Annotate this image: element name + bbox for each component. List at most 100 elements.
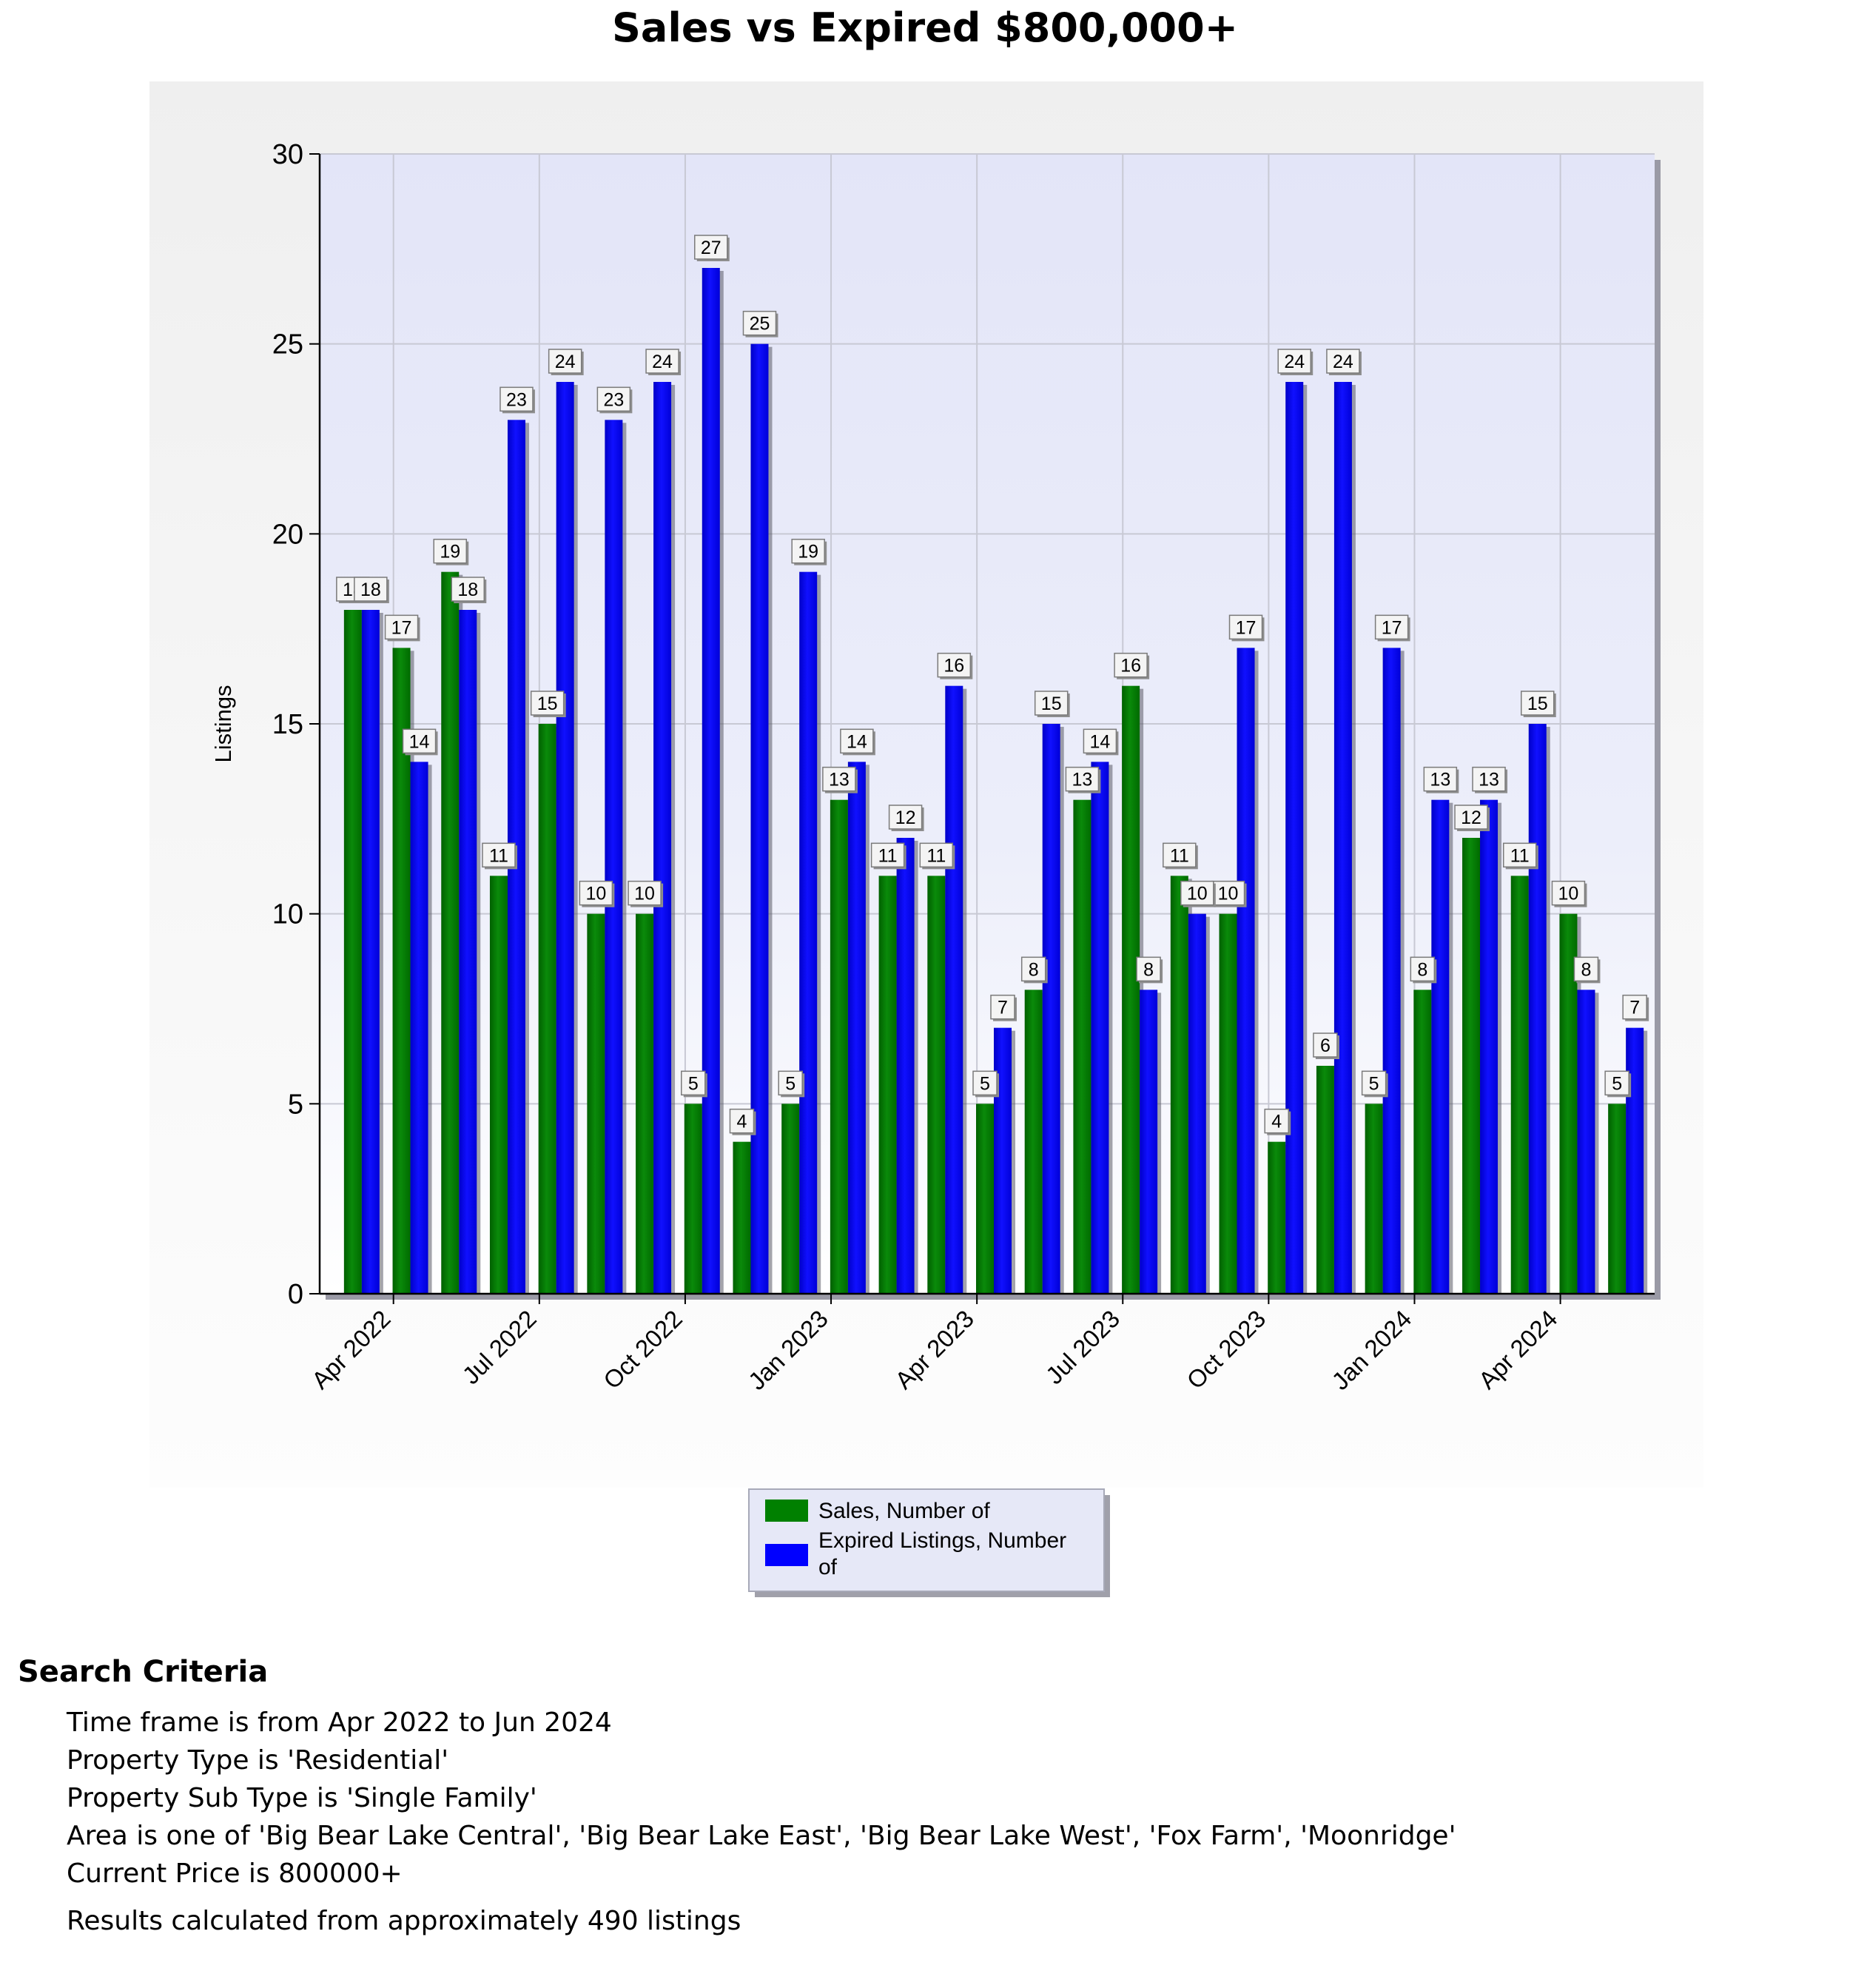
data-label-box xyxy=(1604,1070,1629,1096)
data-label-expired: 14 xyxy=(1090,731,1111,752)
bar-sales xyxy=(878,876,897,1294)
legend-label-expired: Expired Listings, Number of xyxy=(818,1528,1073,1579)
bar-sales xyxy=(1122,685,1140,1294)
bar-sales xyxy=(927,876,946,1294)
legend: Sales, Number of Expired Listings, Numbe… xyxy=(748,1488,1110,1597)
data-label-box xyxy=(990,994,1015,1020)
data-label-box xyxy=(888,805,923,830)
data-label-expired: 23 xyxy=(603,389,624,410)
data-label-sales: 5 xyxy=(688,1073,699,1094)
bar-sales xyxy=(392,648,411,1294)
data-label-expired: 12 xyxy=(895,807,916,828)
results-note: Results calculated from approximately 49… xyxy=(67,1906,741,1936)
bar-sales xyxy=(976,1104,994,1294)
bar-expired xyxy=(1091,762,1109,1294)
criteria-property-type: Property Type is 'Residential' xyxy=(67,1745,449,1776)
y-axis-title: Listings xyxy=(210,685,236,762)
data-label-expired: 7 xyxy=(998,998,1008,1018)
data-label-box xyxy=(1211,880,1245,906)
data-label-box xyxy=(1454,805,1488,830)
criteria-area: Area is one of 'Big Bear Lake Central', … xyxy=(67,1821,1456,1851)
data-label-box xyxy=(729,1108,755,1134)
bar-sales xyxy=(1510,876,1529,1294)
data-label-sales: 11 xyxy=(1170,845,1189,866)
data-label-sales: 11 xyxy=(926,845,946,866)
bar-expired xyxy=(1140,990,1158,1294)
data-label-box xyxy=(402,728,437,754)
data-label-box xyxy=(1502,842,1537,868)
data-label-box xyxy=(384,614,419,640)
y-tick-label: 5 xyxy=(288,1089,303,1120)
data-label-sales: 13 xyxy=(829,770,850,790)
data-label-box xyxy=(972,1070,998,1096)
data-label-sales: 4 xyxy=(737,1112,747,1132)
data-label-sales: 5 xyxy=(785,1073,796,1094)
data-label-expired: 17 xyxy=(1236,617,1257,638)
data-label-box xyxy=(596,386,631,412)
data-label-box xyxy=(500,386,534,412)
bar-expired xyxy=(556,382,574,1294)
criteria-time-frame: Time frame is from Apr 2022 to Jun 2024 xyxy=(67,1707,612,1738)
data-label-box xyxy=(791,538,825,564)
data-label-box xyxy=(1313,1032,1338,1058)
data-label-box xyxy=(937,652,972,678)
criteria-current-price: Current Price is 800000+ xyxy=(67,1858,403,1889)
data-label-expired: 7 xyxy=(1629,998,1640,1018)
data-label-expired: 14 xyxy=(409,731,430,752)
bar-expired xyxy=(702,268,720,1294)
data-label-expired: 14 xyxy=(847,731,867,752)
data-label-box xyxy=(778,1070,803,1096)
data-label-sales: 11 xyxy=(1510,845,1530,866)
bar-expired xyxy=(653,382,672,1294)
data-label-box xyxy=(1622,994,1647,1020)
data-label-box xyxy=(548,349,582,374)
data-label-sales: 5 xyxy=(1369,1073,1379,1094)
data-label-expired: 13 xyxy=(1430,770,1450,790)
data-label-box xyxy=(1034,691,1069,716)
bar-expired xyxy=(1188,913,1206,1294)
data-label-box xyxy=(1472,766,1506,792)
data-label-sales: 5 xyxy=(980,1073,990,1094)
data-label-box xyxy=(1180,880,1214,906)
data-label-expired: 15 xyxy=(1041,694,1062,714)
bar-sales xyxy=(441,571,460,1294)
search-criteria-heading: Search Criteria xyxy=(18,1655,269,1689)
data-label-expired: 18 xyxy=(360,580,381,600)
data-label-box xyxy=(840,728,874,754)
bar-sales xyxy=(1170,876,1188,1294)
y-tick-label: 25 xyxy=(272,329,303,360)
data-label-box xyxy=(1361,1070,1387,1096)
bar-expired xyxy=(1042,724,1060,1294)
bar-expired xyxy=(847,762,866,1294)
bar-expired xyxy=(459,610,477,1294)
data-label-expired: 17 xyxy=(1382,617,1402,638)
y-tick-label: 15 xyxy=(272,709,303,740)
data-label-expired: 13 xyxy=(1479,770,1499,790)
bar-expired xyxy=(410,762,428,1294)
data-label-expired: 18 xyxy=(457,580,478,600)
search-criteria-list: Time frame is from Apr 2022 to Jun 2024 … xyxy=(67,1704,1456,1893)
y-tick-label: 10 xyxy=(272,899,303,930)
data-label-sales: 10 xyxy=(585,884,606,904)
bar-expired xyxy=(1528,724,1547,1294)
bar-expired xyxy=(945,685,963,1294)
bar-sales xyxy=(538,724,556,1294)
data-label-expired: 23 xyxy=(506,389,527,410)
bar-sales xyxy=(1268,1141,1286,1294)
data-label-box xyxy=(1065,766,1100,792)
chart-title: Sales vs Expired $800,000+ xyxy=(612,4,1238,51)
data-label-expired: 16 xyxy=(944,656,964,676)
data-label-box xyxy=(1551,880,1586,906)
legend-swatch-expired xyxy=(765,1544,808,1566)
data-label-box xyxy=(1114,652,1148,678)
data-label-sales: 8 xyxy=(1029,959,1039,980)
bar-sales xyxy=(1219,913,1237,1294)
bar-sales xyxy=(1462,838,1481,1294)
data-label-sales: 6 xyxy=(1320,1035,1331,1056)
criteria-property-sub-type: Property Sub Type is 'Single Family' xyxy=(67,1783,537,1813)
data-label-box xyxy=(1277,349,1311,374)
data-label-expired: 24 xyxy=(555,352,576,372)
data-label-expired: 10 xyxy=(1187,884,1208,904)
data-label-box xyxy=(919,842,954,868)
data-label-expired: 19 xyxy=(798,542,818,563)
